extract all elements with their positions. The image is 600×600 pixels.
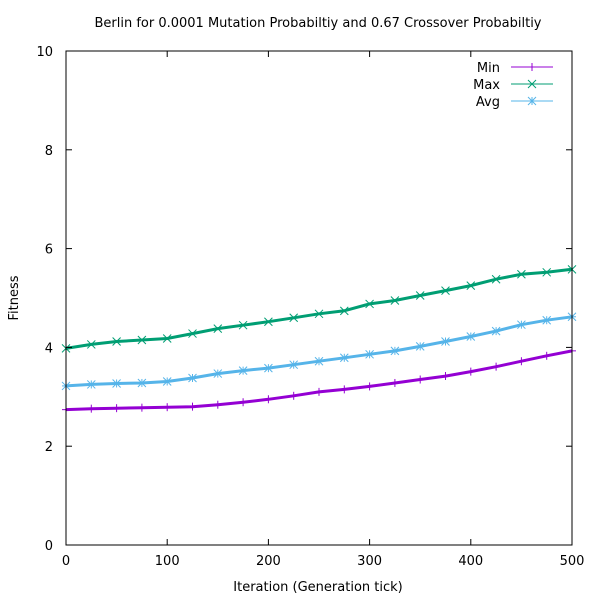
data-point-max xyxy=(112,337,121,346)
data-point-max xyxy=(137,335,147,345)
data-point-avg xyxy=(466,332,476,341)
series-avg xyxy=(61,312,577,391)
data-point-min xyxy=(466,367,475,376)
data-point-avg xyxy=(137,378,147,388)
data-point-max xyxy=(390,296,400,305)
series-min xyxy=(62,346,576,414)
data-point-avg xyxy=(415,342,425,351)
legend-marker-avg xyxy=(527,96,537,106)
data-point-max xyxy=(365,299,374,309)
x-tick-label: 0 xyxy=(62,554,70,569)
data-point-min xyxy=(112,404,121,413)
data-point-max xyxy=(188,329,197,338)
data-point-max xyxy=(339,306,349,316)
data-point-min xyxy=(390,378,399,387)
data-point-avg xyxy=(238,366,248,375)
data-point-min xyxy=(188,402,197,411)
data-point-max xyxy=(491,274,501,284)
data-point-min xyxy=(517,357,526,366)
data-point-min xyxy=(416,375,425,384)
data-point-avg xyxy=(491,326,501,336)
data-point-max xyxy=(264,317,273,327)
x-tick-label: 500 xyxy=(560,554,585,569)
data-point-max xyxy=(238,320,248,330)
x-tick-label: 200 xyxy=(256,554,281,569)
data-point-avg xyxy=(542,315,552,325)
y-tick-label: 10 xyxy=(36,45,53,60)
legend-entry-min: Min xyxy=(477,61,553,76)
data-point-min xyxy=(315,387,323,396)
data-point-avg xyxy=(289,360,299,370)
data-point-avg xyxy=(365,349,374,359)
y-tick-label: 6 xyxy=(45,243,53,258)
data-point-min xyxy=(542,351,551,360)
data-point-min xyxy=(365,382,374,391)
data-point-max xyxy=(415,291,425,300)
data-point-min xyxy=(289,391,298,400)
x-tick-label: 100 xyxy=(155,554,180,569)
data-point-max xyxy=(86,340,96,349)
data-point-max xyxy=(289,313,299,323)
chart-title: Berlin for 0.0001 Mutation Probabiltiy a… xyxy=(94,16,541,31)
data-point-max xyxy=(441,286,450,295)
data-point-avg xyxy=(188,373,197,383)
series-line-max xyxy=(65,267,573,350)
data-point-avg xyxy=(162,377,172,386)
legend-marker-min xyxy=(528,63,536,71)
data-point-avg xyxy=(339,353,349,363)
data-point-min xyxy=(264,395,273,404)
y-tick-label: 0 xyxy=(45,539,53,554)
data-point-max xyxy=(466,281,476,291)
data-point-max xyxy=(162,334,172,343)
data-point-max xyxy=(213,324,223,333)
data-point-min xyxy=(163,403,172,412)
data-point-min xyxy=(340,385,349,394)
x-tick-label: 400 xyxy=(458,554,483,569)
y-tick-label: 4 xyxy=(45,341,53,356)
data-point-avg xyxy=(264,363,273,373)
y-tick-label: 8 xyxy=(45,144,53,159)
plot-frame xyxy=(65,50,573,546)
data-point-min xyxy=(87,404,96,413)
data-point-avg xyxy=(213,369,223,378)
axes: 0 100 200 300 400 500 0 2 4 6 8 10 xyxy=(36,45,584,569)
data-point-avg xyxy=(390,346,400,356)
y-tick-label: 2 xyxy=(45,440,53,455)
legend: Min Max Avg xyxy=(473,61,553,110)
x-tick-label: 300 xyxy=(357,554,382,569)
legend-label-max: Max xyxy=(473,78,500,93)
legend-label-min: Min xyxy=(477,61,500,76)
data-point-min xyxy=(213,400,222,409)
plot-area xyxy=(61,264,577,414)
legend-label-avg: Avg xyxy=(476,95,500,110)
legend-marker-max xyxy=(527,79,537,89)
y-axis-label: Fitness xyxy=(7,275,22,320)
data-point-avg xyxy=(517,320,526,330)
data-point-min xyxy=(441,372,450,381)
x-axis-label: Iteration (Generation tick) xyxy=(233,580,402,595)
data-point-avg xyxy=(86,380,96,389)
legend-entry-max: Max xyxy=(473,78,553,93)
data-point-min xyxy=(137,403,146,412)
data-point-avg xyxy=(441,337,450,346)
data-point-avg xyxy=(112,379,121,388)
data-point-avg xyxy=(314,356,324,366)
data-point-max xyxy=(314,309,324,319)
data-point-min xyxy=(239,398,248,407)
legend-entry-avg: Avg xyxy=(476,95,553,110)
data-point-max xyxy=(542,267,552,277)
series-max xyxy=(61,264,577,353)
data-point-min xyxy=(492,362,501,371)
data-point-max xyxy=(517,269,526,279)
